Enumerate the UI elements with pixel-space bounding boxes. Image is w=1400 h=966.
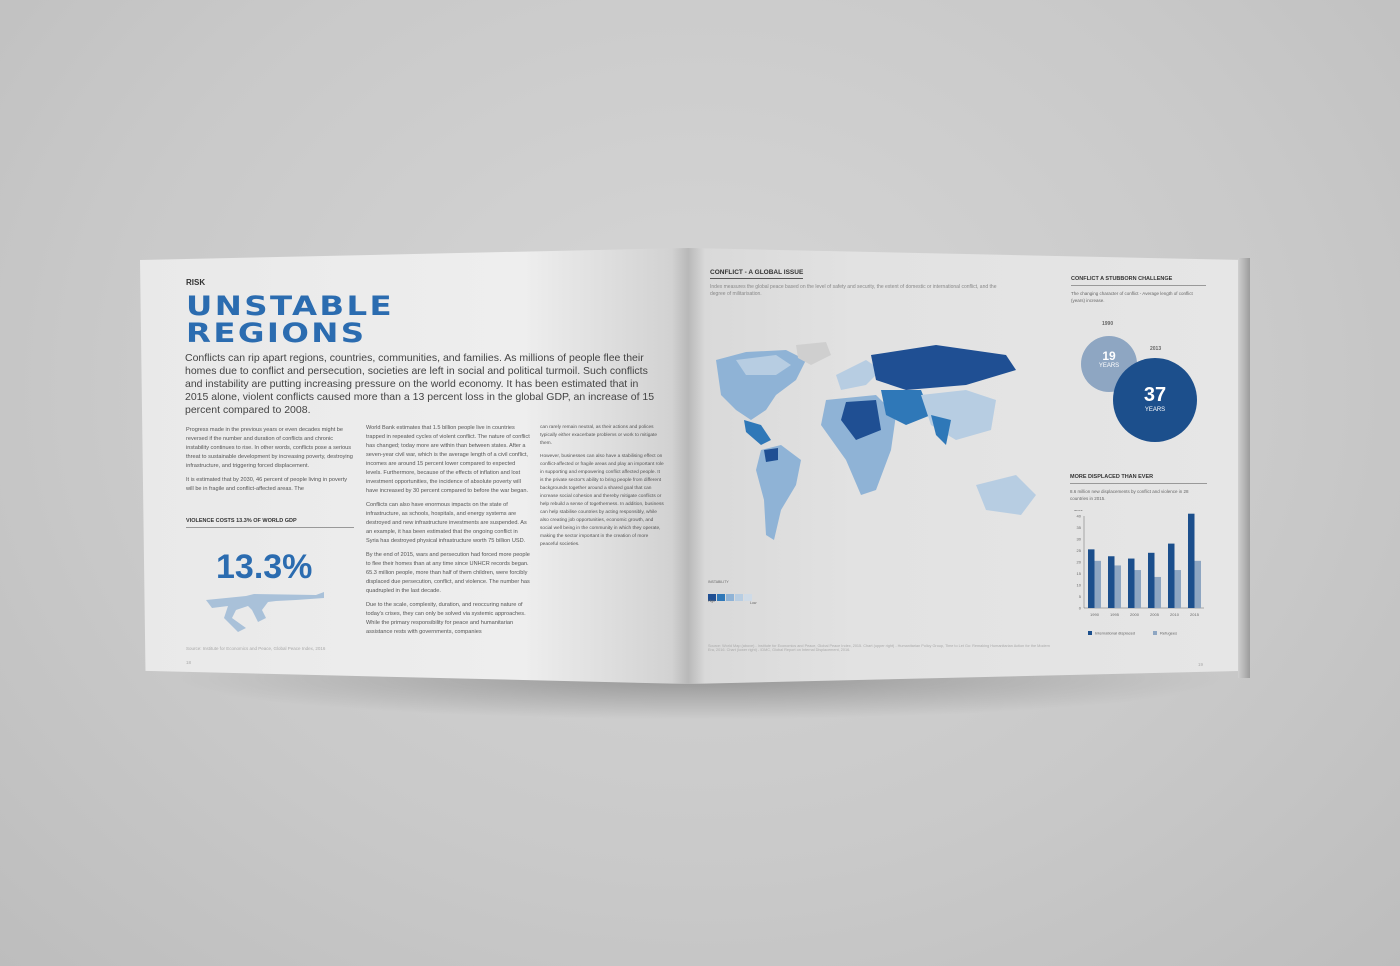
lead-paragraph: Conflicts can rip apart regions, countri… <box>185 352 655 416</box>
sources: Source: World Map (above) - Institute fo… <box>708 644 1051 652</box>
australia <box>976 475 1036 515</box>
circles-subtitle: The changing character of conflict - Ave… <box>1071 291 1193 303</box>
bar-refugees <box>1134 570 1141 608</box>
paragraph: Conflicts can also have enormous impacts… <box>366 502 527 544</box>
circle-unit: YEARS <box>1144 407 1166 413</box>
stat-heading: VIOLENCE COSTS 13.3% OF WORLD GDP <box>186 518 354 528</box>
page-number: 18 <box>186 660 192 665</box>
legend-label: International displaced <box>1095 631 1135 636</box>
world-map <box>716 342 1036 540</box>
circle-year-2013: 2013 <box>1150 346 1162 352</box>
page-title-line1: UNSTABLE <box>186 291 395 322</box>
south-america <box>756 445 801 540</box>
russia <box>871 345 1016 390</box>
legend-swatch <box>726 594 734 601</box>
legend-high: High <box>708 599 716 603</box>
map-legend-swatches <box>708 588 753 606</box>
bar-refugees <box>1094 560 1101 608</box>
paragraph: Progress made in the previous years or e… <box>186 427 353 469</box>
circle-year-1990: 1990 <box>1102 321 1114 327</box>
legend-label: Refugees <box>1160 631 1177 636</box>
y-tick-label: 0 <box>1079 606 1082 611</box>
source-note: Source: Institute for Economics and Peac… <box>186 646 326 651</box>
legend-swatch <box>1088 631 1092 635</box>
x-tick-label: 1995 <box>1110 612 1120 617</box>
circle-2013: 37 YEARS <box>1113 358 1197 442</box>
circle-value: 37 <box>1143 384 1167 406</box>
y-tick-label: 40 <box>1077 514 1082 519</box>
y-tick-label: 5 <box>1079 594 1082 599</box>
y-tick-label: 35 <box>1077 525 1082 530</box>
chart-subtitle: 8.6 million new displacements by conflic… <box>1070 489 1189 501</box>
greenland <box>796 342 831 365</box>
bar-refugees <box>1114 565 1121 608</box>
column-1: Progress made in the previous years or e… <box>186 426 356 499</box>
bar-intl-displaced <box>1188 513 1195 608</box>
middle-east <box>881 390 931 425</box>
column-2: World Bank estimates that 1.5 billion pe… <box>366 424 532 642</box>
central-america <box>744 420 771 445</box>
bar-intl-displaced <box>1148 552 1155 608</box>
right-page: CONFLICT - A GLOBAL ISSUE Index measures… <box>688 248 1245 684</box>
legend-swatch <box>735 594 743 601</box>
circles-heading: CONFLICT A STUBBORN CHALLENGE <box>1071 276 1206 286</box>
legend-swatch <box>1153 631 1157 635</box>
map-subtitle: Index measures the global peace based on… <box>710 284 997 297</box>
x-tick-label: 2000 <box>1130 612 1140 617</box>
bar-refugees <box>1154 576 1161 608</box>
y-tick-label: 15 <box>1077 571 1082 576</box>
y-axis-label: MILL <box>1074 510 1084 512</box>
bar-intl-displaced <box>1168 543 1175 608</box>
map-heading: CONFLICT - A GLOBAL ISSUE <box>710 269 804 279</box>
left-page: RISK UNSTABLE REGIONS Conflicts can rip … <box>140 248 688 684</box>
paragraph: Due to the scale, complexity, duration, … <box>366 602 526 635</box>
y-tick-label: 10 <box>1077 583 1082 588</box>
book-edge <box>1238 258 1250 678</box>
page-title-line2: REGIONS <box>186 318 367 349</box>
chart-title: MORE DISPLACED THAN EVER <box>1070 474 1207 484</box>
page-number: 19 <box>1198 662 1204 667</box>
y-tick-label: 25 <box>1077 548 1082 553</box>
bar-refugees <box>1174 570 1181 608</box>
y-tick-label: 30 <box>1077 537 1082 542</box>
legend-low: Low <box>750 601 757 605</box>
column-3: can rarely remain neutral, as their acti… <box>540 424 664 554</box>
circle-unit: YEARS <box>1098 363 1120 369</box>
asia <box>921 390 996 440</box>
rifle-icon <box>206 592 324 632</box>
paragraph: By the end of 2015, wars and persecution… <box>366 552 530 594</box>
legend-title: INSTABILITY <box>708 580 729 584</box>
paragraph: can rarely remain neutral, as their acti… <box>540 425 658 446</box>
bar-intl-displaced <box>1108 556 1115 608</box>
legend-swatch <box>717 594 725 601</box>
y-tick-label: 20 <box>1077 560 1082 565</box>
circle-value: 19 <box>1102 349 1116 363</box>
paragraph: However, businesses can also have a stab… <box>540 454 664 547</box>
bar-intl-displaced <box>1088 549 1095 608</box>
bar-intl-displaced <box>1128 558 1135 608</box>
bar-refugees <box>1194 560 1201 608</box>
europe <box>836 360 881 390</box>
stat-value: 13.3% <box>216 548 313 586</box>
displacement-chart: MILL 0 5 10 15 20 25 30 35 40 1990 1995 2000 2005 2010… <box>1074 510 1204 636</box>
section-kicker: RISK <box>186 278 206 287</box>
paragraph: It is estimated that by 2030, 46 percent… <box>186 477 348 492</box>
india <box>931 415 951 445</box>
paragraph: World Bank estimates that 1.5 billion pe… <box>366 425 530 494</box>
x-tick-label: 2015 <box>1190 612 1200 617</box>
x-tick-label: 2005 <box>1150 612 1160 617</box>
x-tick-label: 2010 <box>1170 612 1180 617</box>
x-tick-label: 1990 <box>1090 612 1100 617</box>
legend-swatch <box>708 594 716 601</box>
legend-swatch <box>744 594 752 601</box>
